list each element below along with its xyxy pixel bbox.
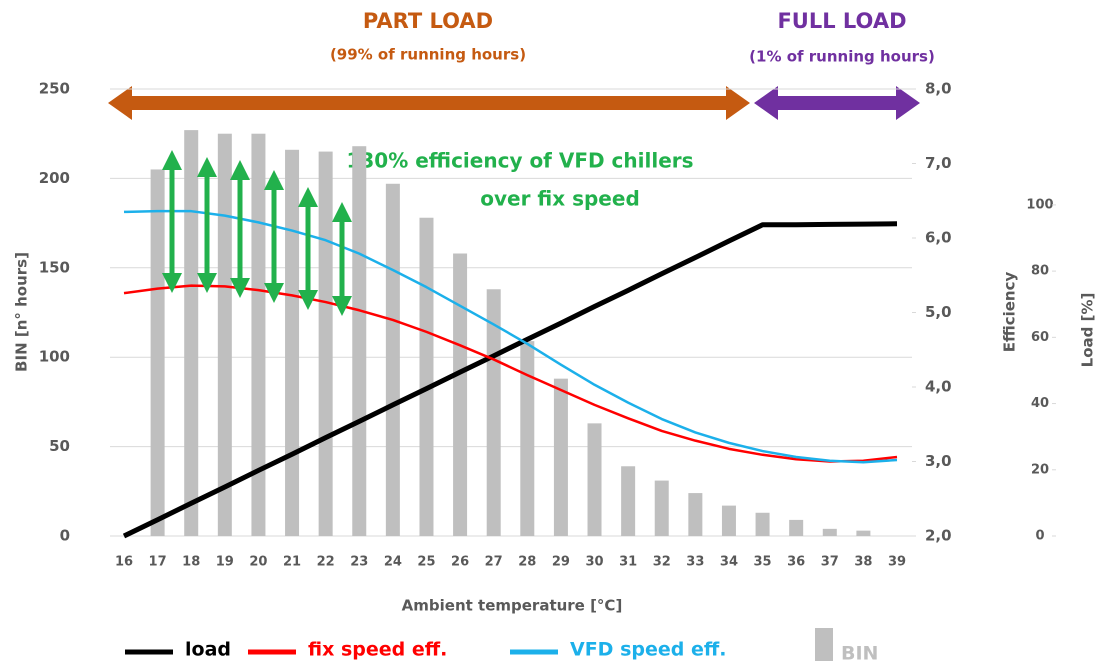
part-load-arrow [108, 86, 750, 120]
bar [789, 519, 804, 536]
bar [688, 493, 703, 536]
x-tick-label: 34 [720, 555, 738, 570]
bar [520, 341, 535, 536]
x-tick-label: 20 [249, 555, 267, 570]
bar [755, 512, 770, 536]
y-tick-label: 0 [60, 527, 70, 545]
y3-tick-label: 100 [1026, 197, 1053, 212]
legend-swatch [815, 628, 833, 661]
bar [285, 149, 300, 537]
y3-tick-label: 0 [1035, 529, 1044, 544]
bar [721, 505, 736, 536]
bar [621, 466, 636, 536]
bar [822, 528, 837, 536]
bar [352, 146, 367, 536]
x-tick-label: 29 [552, 555, 570, 570]
x-tick-label: 23 [350, 555, 368, 570]
legend-label: load [185, 639, 231, 661]
x-tick-label: 26 [451, 555, 469, 570]
x-tick-label: 27 [485, 555, 503, 570]
x-tick-label: 31 [619, 555, 637, 570]
bar [553, 378, 568, 536]
x-axis-label: Ambient temperature [°C] [402, 597, 623, 615]
y2-tick-label: 8,0 [925, 80, 952, 98]
y-axis-label: BIN [n° hours] [13, 252, 31, 372]
x-tick-label: 21 [283, 555, 301, 570]
x-tick-label: 35 [754, 555, 772, 570]
y2-axis-label: Efficiency [1001, 272, 1019, 353]
legend-label: VFD speed eff. [570, 639, 726, 661]
y2-tick-label: 4,0 [925, 378, 952, 396]
bar [184, 130, 199, 536]
y3-tick-label: 40 [1031, 396, 1049, 411]
x-tick-label: 16 [115, 555, 133, 570]
legend-label: BIN [841, 643, 878, 665]
full-load-arrow [754, 86, 920, 120]
bar [587, 423, 602, 536]
x-tick-label: 28 [518, 555, 536, 570]
x-tick-label: 22 [317, 555, 335, 570]
y2-tick-label: 6,0 [925, 229, 952, 247]
x-tick-label: 37 [821, 555, 839, 570]
y2-tick-label: 7,0 [925, 154, 952, 172]
x-tick-label: 32 [653, 555, 671, 570]
x-tick-label: 24 [384, 555, 402, 570]
x-tick-label: 33 [686, 555, 704, 570]
annotation: 130% efficiency of VFD chillers [346, 149, 693, 173]
bar [419, 217, 434, 536]
x-tick-label: 36 [787, 555, 805, 570]
bar [385, 183, 400, 536]
line [123, 284, 898, 463]
legend-label: fix speed eff. [308, 639, 447, 661]
bar [856, 530, 871, 536]
bar [453, 253, 468, 536]
full-load-title: FULL LOAD [777, 9, 906, 33]
bar [486, 289, 501, 536]
y2-tick-label: 5,0 [925, 303, 952, 321]
bar [217, 133, 232, 536]
y-tick-label: 150 [39, 258, 70, 276]
y3-tick-label: 60 [1031, 330, 1049, 345]
bar [654, 480, 669, 536]
y3-axis-label: Load [%] [1079, 293, 1097, 368]
x-tick-label: 25 [417, 555, 435, 570]
x-tick-label: 38 [854, 555, 872, 570]
y-tick-label: 250 [39, 80, 70, 98]
bar [318, 151, 333, 536]
y-tick-label: 200 [39, 169, 70, 187]
line [122, 221, 898, 539]
annotation: over fix speed [480, 187, 640, 211]
part-load-title: PART LOAD [363, 9, 493, 33]
bar [150, 169, 165, 536]
y2-tick-label: 2,0 [925, 527, 952, 545]
y-tick-label: 100 [39, 348, 70, 366]
x-tick-label: 39 [888, 555, 906, 570]
y2-tick-label: 3,0 [925, 452, 952, 470]
y3-tick-label: 80 [1031, 264, 1049, 279]
x-tick-label: 17 [149, 555, 167, 570]
x-tick-label: 30 [585, 555, 603, 570]
part-load-subtitle: (99% of running hours) [330, 46, 526, 64]
full-load-subtitle: (1% of running hours) [749, 48, 935, 66]
difference-arrows [162, 150, 352, 316]
line [123, 209, 898, 464]
y-tick-label: 50 [49, 437, 70, 455]
y3-tick-label: 20 [1031, 462, 1049, 477]
bar [251, 133, 266, 536]
x-tick-label: 18 [182, 555, 200, 570]
x-tick-label: 19 [216, 555, 234, 570]
